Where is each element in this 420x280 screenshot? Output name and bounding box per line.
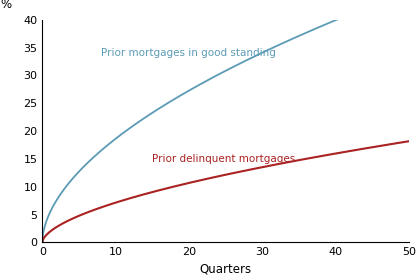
Y-axis label: %: %: [0, 0, 11, 11]
Text: Prior delinquent mortgages: Prior delinquent mortgages: [152, 154, 296, 164]
X-axis label: Quarters: Quarters: [200, 263, 252, 276]
Text: Prior mortgages in good standing: Prior mortgages in good standing: [101, 48, 276, 58]
